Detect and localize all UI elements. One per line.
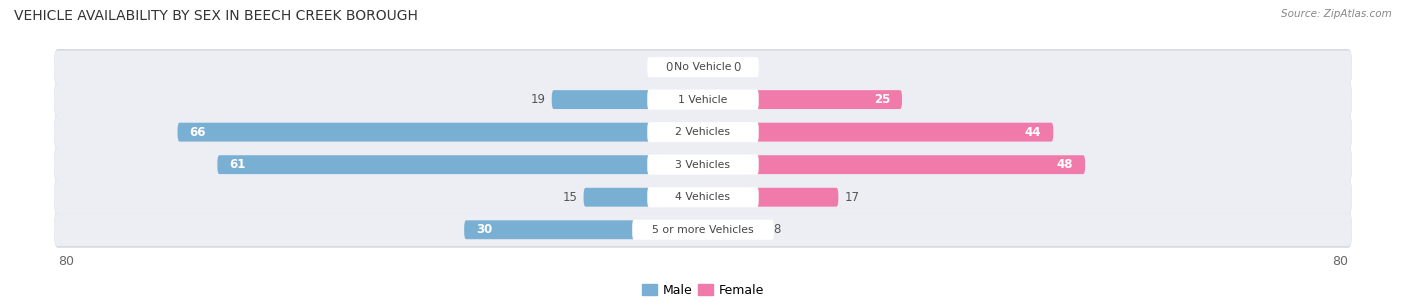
FancyBboxPatch shape	[551, 90, 703, 109]
Text: 2 Vehicles: 2 Vehicles	[675, 127, 731, 137]
Text: Source: ZipAtlas.com: Source: ZipAtlas.com	[1281, 9, 1392, 19]
FancyBboxPatch shape	[53, 213, 1353, 246]
FancyBboxPatch shape	[464, 220, 703, 239]
FancyBboxPatch shape	[703, 220, 766, 239]
FancyBboxPatch shape	[53, 147, 1353, 183]
FancyBboxPatch shape	[53, 212, 1353, 248]
Text: 4 Vehicles: 4 Vehicles	[675, 192, 731, 202]
Text: 48: 48	[1057, 158, 1073, 171]
FancyBboxPatch shape	[703, 155, 1085, 174]
Text: 0: 0	[734, 61, 741, 73]
FancyBboxPatch shape	[647, 155, 759, 175]
Text: 61: 61	[229, 158, 246, 171]
Text: 25: 25	[873, 93, 890, 106]
Text: 44: 44	[1025, 126, 1042, 139]
FancyBboxPatch shape	[647, 57, 759, 77]
Text: 30: 30	[477, 223, 492, 236]
Text: 3 Vehicles: 3 Vehicles	[675, 160, 731, 170]
FancyBboxPatch shape	[53, 83, 1353, 116]
FancyBboxPatch shape	[647, 122, 759, 142]
FancyBboxPatch shape	[679, 58, 703, 76]
FancyBboxPatch shape	[703, 58, 727, 76]
FancyBboxPatch shape	[633, 220, 773, 240]
Text: 15: 15	[562, 191, 578, 204]
FancyBboxPatch shape	[647, 187, 759, 207]
FancyBboxPatch shape	[177, 123, 703, 142]
Text: VEHICLE AVAILABILITY BY SEX IN BEECH CREEK BOROUGH: VEHICLE AVAILABILITY BY SEX IN BEECH CRE…	[14, 9, 418, 23]
Text: 1 Vehicle: 1 Vehicle	[678, 95, 728, 105]
FancyBboxPatch shape	[703, 123, 1053, 142]
FancyBboxPatch shape	[53, 49, 1353, 85]
FancyBboxPatch shape	[53, 181, 1353, 214]
Text: 8: 8	[773, 223, 780, 236]
Text: 19: 19	[530, 93, 546, 106]
FancyBboxPatch shape	[53, 179, 1353, 215]
FancyBboxPatch shape	[703, 188, 838, 207]
Text: 0: 0	[665, 61, 672, 73]
Text: 5 or more Vehicles: 5 or more Vehicles	[652, 225, 754, 235]
Text: 17: 17	[845, 191, 859, 204]
Legend: Male, Female: Male, Female	[637, 279, 769, 302]
FancyBboxPatch shape	[53, 116, 1353, 149]
FancyBboxPatch shape	[53, 82, 1353, 118]
FancyBboxPatch shape	[53, 114, 1353, 150]
FancyBboxPatch shape	[647, 90, 759, 110]
FancyBboxPatch shape	[53, 148, 1353, 181]
FancyBboxPatch shape	[53, 50, 1353, 84]
Text: No Vehicle: No Vehicle	[675, 62, 731, 72]
FancyBboxPatch shape	[703, 90, 903, 109]
Text: 66: 66	[190, 126, 205, 139]
FancyBboxPatch shape	[218, 155, 703, 174]
FancyBboxPatch shape	[583, 188, 703, 207]
